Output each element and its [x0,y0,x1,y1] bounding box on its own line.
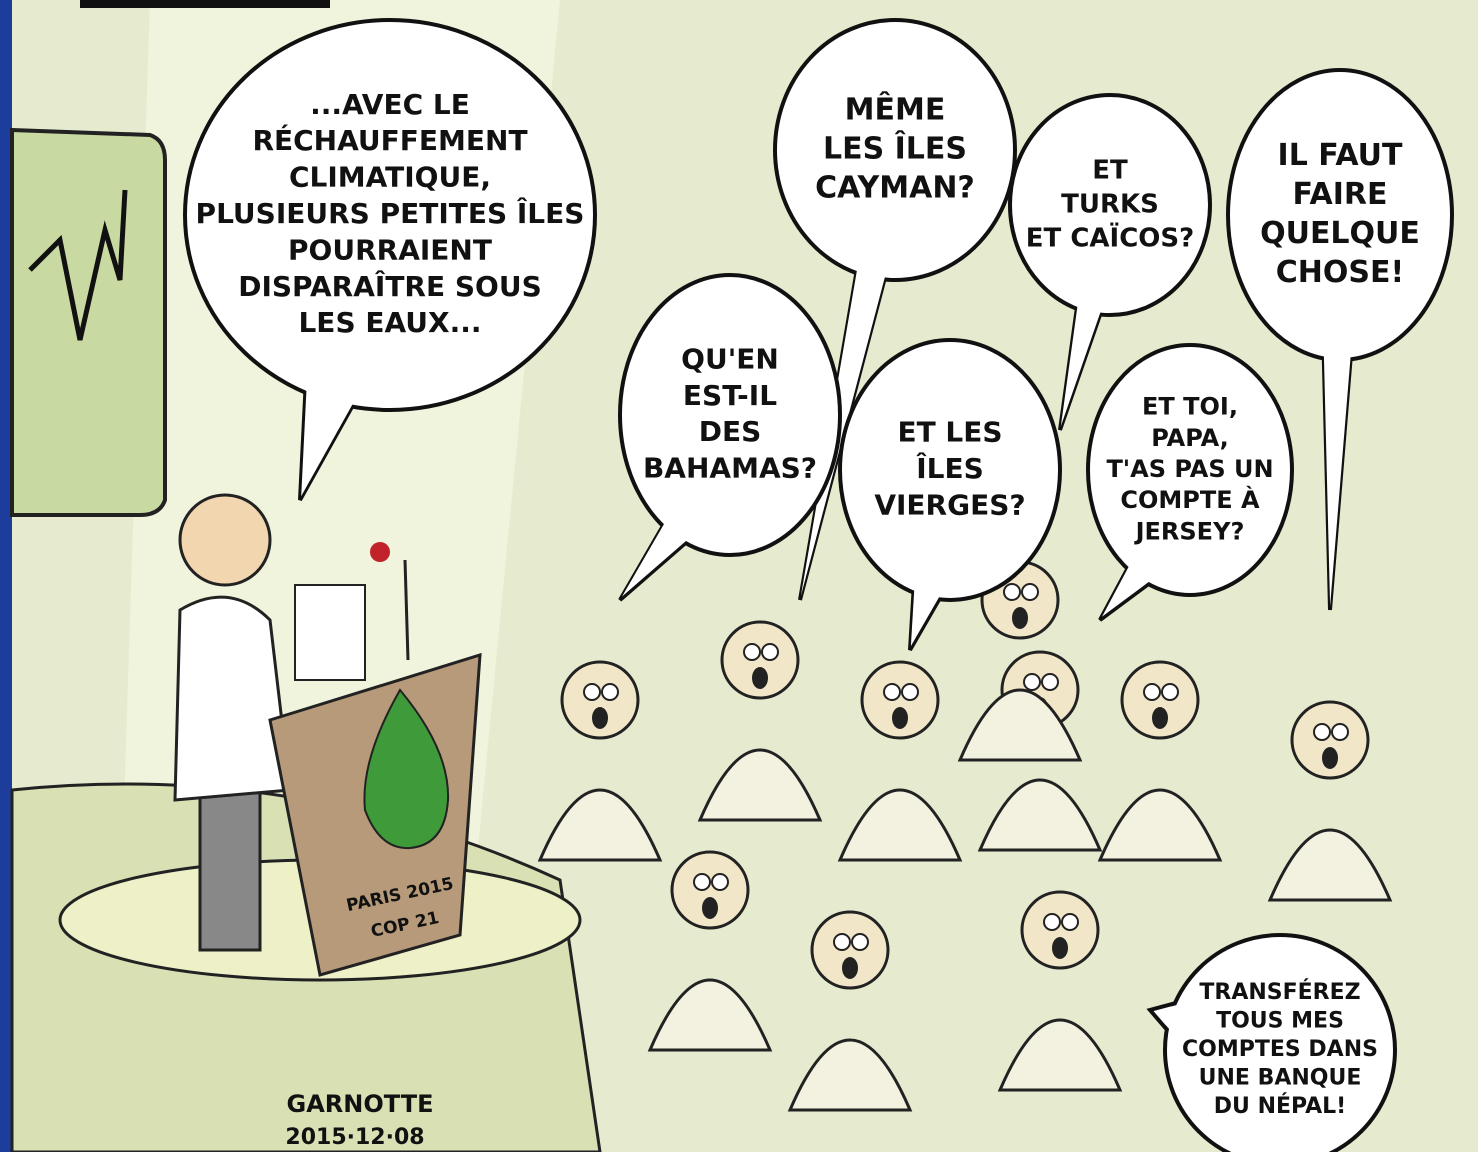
bubble-text: COMPTE À [1120,485,1260,514]
bubble-text: DES [699,415,762,448]
bubble-text: ÎLES [916,451,984,485]
top-box [80,0,330,8]
person-mouth [892,707,908,729]
person-eye [834,934,850,950]
bubble-text: UNE BANQUE [1199,1066,1362,1091]
bubble-text: ET CAÏCOS? [1026,221,1194,253]
signature-name: GARNOTTE [287,1090,434,1118]
person-eye [1044,914,1060,930]
person-mouth [842,957,858,979]
person-eye [762,644,778,660]
person-eye [744,644,760,660]
person-eye [694,874,710,890]
bubble-text: CAYMAN? [815,171,975,206]
person-mouth [1322,747,1338,769]
bubble-text: QU'EN [681,342,779,375]
person-eye [1042,674,1058,690]
bubble-text: DISPARAÎTRE SOUS [238,269,542,303]
paper [295,585,365,680]
bubble-text: LES EAUX... [298,306,481,339]
bubble-text: MÊME [845,92,946,128]
cartoon: ...AVEC LERÉCHAUFFEMENT CLIMATIQUE,PLUSIE… [0,0,1478,1152]
bubble-text: EST-IL [683,379,777,412]
bubble-text: TURKS [1061,190,1159,220]
person-mouth [1052,937,1068,959]
bubble-text: PAPA, [1151,424,1228,452]
bubble-text: FAIRE [1292,177,1387,212]
person-eye [1314,724,1330,740]
person-mouth [702,897,718,919]
mic [370,542,390,562]
bubble-text: ET TOI, [1142,393,1238,421]
person-mouth [1152,707,1168,729]
signature-date: 2015·12·08 [285,1125,424,1150]
bubble-text: T'AS PAS UN [1106,455,1273,483]
page: ...AVEC LERÉCHAUFFEMENT CLIMATIQUE,PLUSIE… [0,0,1478,1152]
bubble-text: ET [1092,156,1128,186]
speech-bubble [1228,70,1452,360]
person-eye [884,684,900,700]
bubble-text: ET LES [897,416,1002,449]
person-eye [584,684,600,700]
bubble-text: BAHAMAS? [643,452,817,485]
bubble-text: CLIMATIQUE, [289,161,491,194]
bubble-text: DU NÉPAL! [1214,1093,1346,1119]
person-eye [1062,914,1078,930]
person-eye [1144,684,1160,700]
person-eye [1024,674,1040,690]
chart-board [12,130,165,515]
bubble-text: POURRAIENT [288,233,492,266]
bubble-text: PLUSIEURS PETITES ÎLES [196,196,585,230]
person-mouth [752,667,768,689]
bubble-text: CHOSE! [1276,255,1404,290]
bubble-text: IL FAUT [1278,138,1403,173]
person-eye [1022,584,1038,600]
person-eye [852,934,868,950]
bubble-text: VIERGES? [874,488,1025,521]
bubble-text: JERSEY? [1134,517,1245,545]
bubble-text: COMPTES DANS [1182,1037,1378,1062]
bubble-text: ...AVEC LE [310,88,470,121]
person-eye [902,684,918,700]
person-eye [1162,684,1178,700]
bubble-text: TRANSFÉREZ [1199,979,1360,1005]
person-eye [602,684,618,700]
person-eye [1004,584,1020,600]
bubble-text: QUELQUE [1260,216,1420,251]
person-mouth [592,707,608,729]
bubble-text: LES ÎLES [823,131,967,167]
scientist-head [180,495,270,585]
person-eye [1332,724,1348,740]
bubble-text: TOUS MES [1216,1008,1344,1033]
bubble-text: RÉCHAUFFEMENT [252,123,527,157]
person-eye [712,874,728,890]
person-mouth [1012,607,1028,629]
